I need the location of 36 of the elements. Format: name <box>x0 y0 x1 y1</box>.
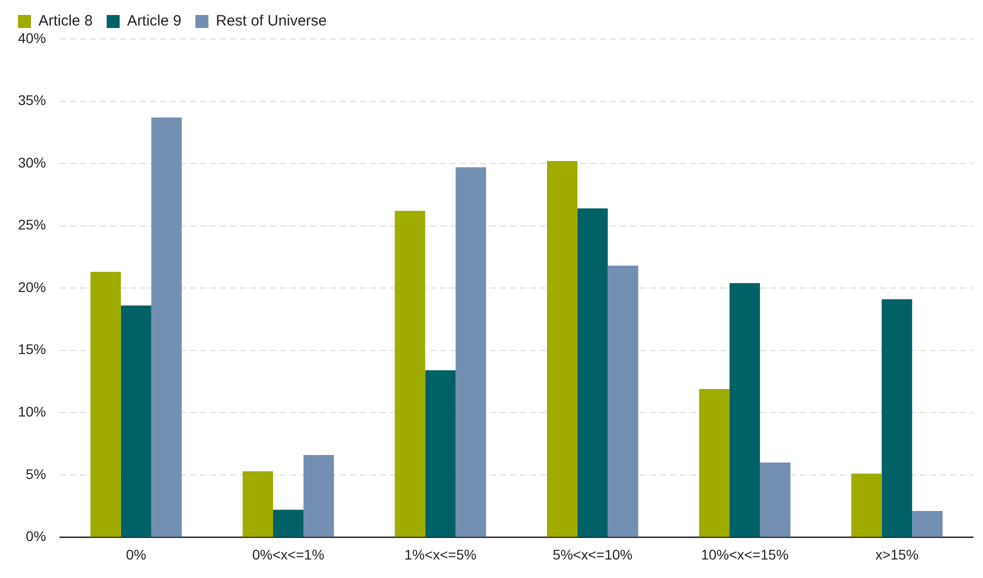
bar <box>912 511 943 537</box>
x-tick-label: 10%<x<=15% <box>700 546 789 562</box>
y-tick-label: 30% <box>18 154 46 170</box>
bar <box>608 266 638 537</box>
bar <box>699 388 730 537</box>
bar <box>456 167 486 537</box>
bar <box>425 370 456 537</box>
bar <box>90 272 121 537</box>
y-tick-label: 10% <box>18 404 46 420</box>
bar <box>546 161 578 537</box>
x-tick-label: 5%<x<=10% <box>552 546 632 562</box>
bar <box>760 462 790 537</box>
bar <box>242 471 274 537</box>
y-tick-label: 15% <box>18 341 46 358</box>
bar <box>730 283 760 537</box>
legend-label: Article 8 <box>38 12 93 30</box>
y-tick-label: 5% <box>26 466 46 482</box>
x-tick-label: 0%<x<=1% <box>252 546 324 562</box>
bar <box>851 474 882 537</box>
bar <box>394 210 426 537</box>
bar <box>120 306 152 537</box>
y-tick-label: 35% <box>18 92 46 108</box>
y-tick-label: 25% <box>18 216 46 233</box>
legend-label: Article 9 <box>127 12 182 30</box>
x-tick-label: 0% <box>126 546 146 562</box>
bar <box>303 454 334 537</box>
bar <box>273 510 304 537</box>
x-tick-label: x>15% <box>875 546 919 562</box>
y-tick-label: 20% <box>18 278 46 295</box>
legend-label: Rest of Universe <box>216 12 327 30</box>
y-tick-label: 0% <box>26 528 46 544</box>
y-tick-label: 40% <box>18 30 46 46</box>
bar <box>577 208 608 537</box>
bar <box>151 117 182 537</box>
x-tick-label: 1%<x<=5% <box>404 546 476 562</box>
bar <box>882 299 912 537</box>
